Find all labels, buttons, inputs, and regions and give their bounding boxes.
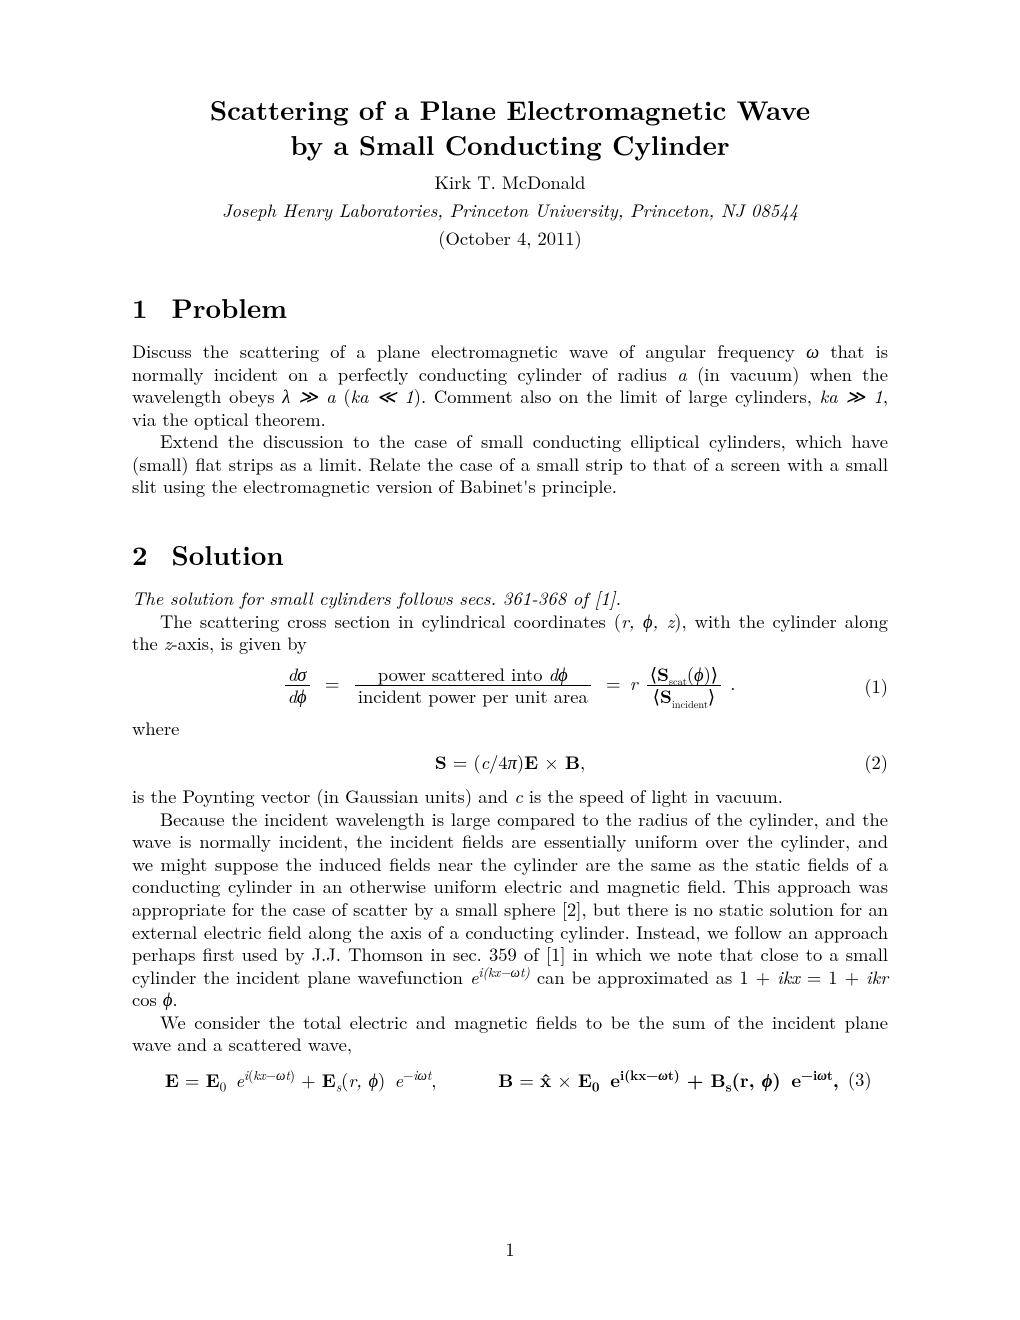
sec2-paragraph-2: is the Poynting vector (in Gaussian unit… (132, 785, 888, 808)
page-number: 1 (0, 1236, 1020, 1262)
sec2-paragraph-4: We consider the total electric and magne… (132, 1011, 888, 1056)
section-2-number: 2 (132, 534, 148, 573)
equation-2-body: S = (c/4π)E × B, (435, 749, 585, 775)
equation-2: S = (c/4π)E × B, (2) (132, 749, 888, 775)
equation-3-body: E = E0 ei(kx−ωt) + Es(r, ϕ) e−iωt, B = x… (165, 1066, 839, 1093)
equation-1-label: (1) (735, 673, 888, 699)
sec2-intro: The solution for small cylinders follows… (132, 587, 888, 610)
title-line-2: by a Small Conducting Cylinder (290, 124, 729, 163)
equation-1-body: dσdϕ = power scattered into dϕincident p… (285, 665, 736, 707)
where: where (132, 717, 888, 740)
section-2-title: Solution (172, 534, 284, 573)
section-1-heading: 1 Problem (132, 287, 888, 326)
sec1-paragraph-1: Discuss the scattering of a plane electr… (132, 340, 888, 430)
sec2-paragraph-1: The scattering cross section in cylindri… (132, 610, 888, 655)
section-1-number: 1 (132, 287, 148, 326)
equation-3-label: (3) (839, 1066, 872, 1092)
title-line-1: Scattering of a Plane Electromagnetic Wa… (210, 89, 810, 128)
affiliation: Joseph Henry Laboratories, Princeton Uni… (132, 197, 888, 223)
section-2-heading: 2 Solution (132, 534, 888, 573)
sec2-paragraph-3: Because the incident wavelength is large… (132, 808, 888, 1011)
equation-2-label: (2) (585, 749, 888, 775)
section-1-title: Problem (172, 287, 288, 326)
page: Scattering of a Plane Electromagnetic Wa… (0, 0, 1020, 1320)
date: (October 4, 2011) (132, 225, 888, 251)
author: Kirk T. McDonald (132, 169, 888, 195)
equation-3: E = E0 ei(kx−ωt) + Es(r, ϕ) e−iωt, B = x… (132, 1066, 888, 1093)
title: Scattering of a Plane Electromagnetic Wa… (132, 92, 888, 161)
sec1-paragraph-2: Extend the discussion to the case of sma… (132, 430, 888, 498)
equation-1: dσdϕ = power scattered into dϕincident p… (132, 665, 888, 707)
